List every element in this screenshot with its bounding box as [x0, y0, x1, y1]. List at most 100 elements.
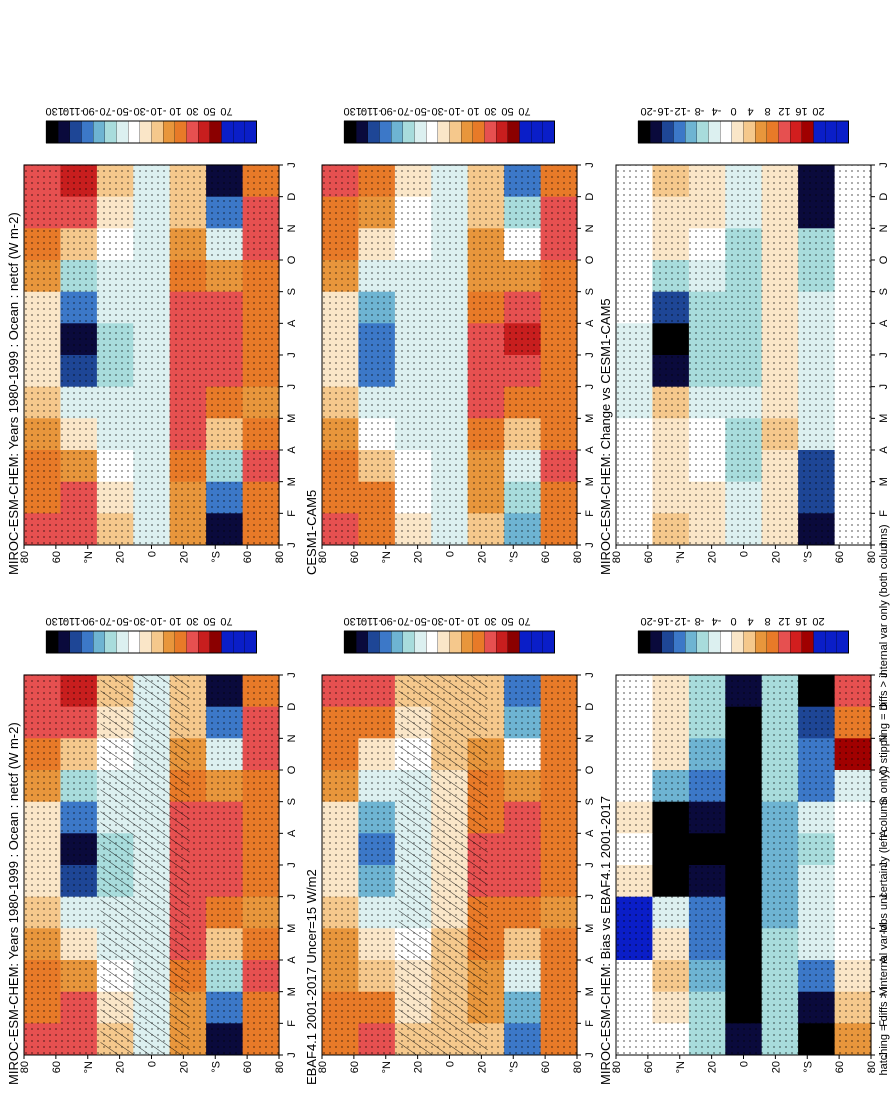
x-tick-label: S	[286, 288, 298, 295]
x-tick-label: M	[584, 414, 596, 423]
y-tick-label: 60	[242, 1061, 254, 1073]
colorbar-tick-label: 30	[484, 615, 496, 627]
y-tick-label: °S	[802, 1061, 814, 1073]
colorbar-tick-label: -10	[449, 615, 465, 627]
colorbar-swatch	[696, 630, 709, 654]
colorbar-tick-label: 10	[169, 615, 181, 627]
colorbar-swatch	[448, 120, 462, 144]
colorbar-swatch	[115, 630, 129, 654]
y-tick-label: 60	[643, 551, 655, 563]
x-tick-label: F	[286, 510, 298, 517]
x-tick-label: O	[878, 255, 890, 264]
stippling-overlay	[322, 165, 577, 545]
colorbar-swatch	[649, 120, 662, 144]
colorbar-tick-label: 50	[203, 615, 215, 627]
x-tick-label: S	[286, 798, 298, 805]
y-tick-label: 80	[19, 551, 31, 563]
colorbar-tick-label: -4	[712, 105, 722, 117]
colorbar-swatch	[69, 630, 82, 654]
x-tick-label: O	[878, 765, 890, 774]
panel-3: EBAF4.1 2001-2017 Uncer=15 W/m2 J F M A M J J A…	[304, 615, 596, 1085]
colorbar-tick-label: -130	[45, 105, 67, 117]
x-tick-label: F	[584, 1020, 596, 1027]
x-tick-label: S	[878, 288, 890, 295]
colorbar-swatch	[378, 630, 392, 654]
y-tick-label: 80	[274, 551, 286, 563]
x-tick-label: N	[584, 734, 596, 742]
y-tick-label: °S	[210, 551, 222, 563]
colorbar-swatch	[507, 630, 520, 654]
colorbar-swatch	[530, 630, 543, 654]
colorbar-swatch	[824, 630, 837, 654]
colorbar-tick-label: -50	[415, 105, 431, 117]
colorbar-tick-label: -90	[381, 105, 397, 117]
panel-5: MIROC-ESM-CHEM: Bias vs EBAF4.1 2001-201…	[598, 615, 890, 1085]
colorbar-tick-label: 16	[795, 105, 807, 117]
y-tick-label: 80	[274, 1061, 286, 1073]
colorbar-tick-label: -110	[63, 615, 84, 627]
colorbar-swatch	[115, 120, 129, 144]
colorbar-swatch	[355, 120, 368, 144]
colorbar-tick-label: 70	[220, 615, 232, 627]
x-tick-label: J	[286, 542, 298, 548]
colorbar-swatch	[836, 630, 849, 654]
colorbar-tick-label: 70	[220, 105, 232, 117]
colorbar-tick-label: -110	[361, 615, 382, 627]
colorbar-swatch	[220, 120, 234, 144]
colorbar-swatch	[542, 120, 555, 144]
figure-footnote: hatching = diffs > internal var-obs unce…	[878, 524, 890, 1075]
y-tick-label: 80	[317, 1061, 329, 1073]
colorbar-tick-label: -20	[641, 105, 657, 117]
colorbar-swatch	[413, 120, 427, 144]
y-tick-label: 80	[866, 551, 878, 563]
colorbar-swatch	[402, 120, 415, 144]
colorbar-tick-label: -130	[343, 615, 365, 627]
colorbar-swatch	[754, 630, 767, 654]
panel-4-title: CESM1-CAM5	[304, 490, 319, 575]
colorbar-tick-label: -16	[658, 105, 674, 117]
colorbar-swatch	[518, 120, 532, 144]
colorbar-swatch	[742, 630, 756, 654]
y-tick-label: 20	[178, 1061, 190, 1073]
y-tick-label: °S	[210, 1061, 222, 1073]
x-tick-label: J	[584, 672, 596, 678]
colorbar-tick-label: 20	[812, 615, 824, 627]
colorbar-swatch	[57, 120, 70, 144]
x-tick-label: J	[286, 162, 298, 168]
colorbar-swatch	[390, 120, 403, 144]
x-tick-label: J	[584, 1052, 596, 1058]
x-tick-label: M	[878, 924, 890, 933]
colorbar-frame	[638, 120, 849, 144]
colorbar-frame	[46, 630, 257, 654]
colorbar-tick-label: -70	[100, 105, 116, 117]
colorbar-tick-label: -70	[100, 615, 116, 627]
colorbar-swatch	[437, 630, 450, 654]
x-tick-label: M	[286, 924, 298, 933]
x-tick-label: N	[878, 734, 890, 742]
y-tick-label: 80	[19, 1061, 31, 1073]
colorbar-tick-label: 4	[747, 615, 753, 627]
y-tick-label: 60	[643, 1061, 655, 1073]
colorbar-swatch	[367, 630, 380, 654]
stippling-overlay	[616, 165, 871, 545]
y-tick-label: °N	[83, 1061, 95, 1073]
colorbar-tick-label: -50	[415, 615, 431, 627]
colorbar-tick-label: -8	[695, 105, 705, 117]
x-tick-label: D	[878, 703, 890, 711]
x-tick-label: M	[286, 987, 298, 996]
y-tick-label: 60	[51, 551, 63, 563]
colorbar-swatch	[104, 630, 117, 654]
colorbar-swatch	[801, 120, 814, 144]
x-tick-label: A	[584, 319, 596, 327]
colorbar-tick-label: -12	[675, 615, 691, 627]
y-tick-label: 60	[540, 551, 552, 563]
colorbar-swatch	[139, 120, 152, 144]
x-tick-label: F	[584, 510, 596, 517]
y-tick-label: 60	[834, 1061, 846, 1073]
colorbar-tick-label: 70	[518, 105, 530, 117]
y-tick-label: 80	[317, 551, 329, 563]
colorbar-swatch	[637, 120, 651, 144]
colorbar-swatch	[460, 120, 473, 144]
x-tick-label: O	[286, 255, 298, 264]
